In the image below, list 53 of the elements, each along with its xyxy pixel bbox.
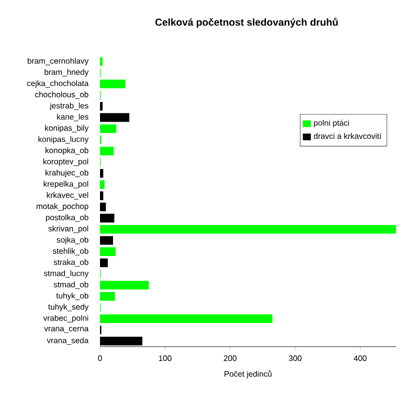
y-tick-label: jestrab_les [50, 102, 88, 110]
bar [100, 146, 114, 156]
bar [100, 57, 103, 66]
y-tick-label: krkavec_vel [46, 192, 88, 200]
y-tick-label: stehlik_ob [52, 248, 88, 256]
bar [100, 124, 116, 133]
y-tick-label: vrabec_polni [43, 314, 88, 322]
legend-label: dravci a krkavcovití [314, 132, 382, 139]
y-tick-label: motak_pochop [36, 203, 88, 211]
y-tick-label: cejka_chocholata [27, 80, 89, 88]
bar [100, 292, 115, 301]
bar [100, 247, 116, 256]
bar [100, 314, 272, 324]
y-tick-label: bram_cernohlavy [28, 58, 89, 66]
bar [100, 202, 106, 212]
y-tick-label: tuhyk_sedy [48, 304, 89, 312]
bar [100, 280, 149, 290]
chart-title: Celková početnost sledovaných druhů [155, 18, 338, 28]
y-tick-label: stmad_lucny [44, 270, 89, 278]
x-tick-label: 0 [98, 355, 102, 362]
y-tick-label: kane_les [57, 114, 88, 122]
x-tick-label: 300 [288, 355, 302, 362]
y-tick-label: straka_ob [54, 259, 88, 267]
x-axis-title: Počet jedinců [224, 370, 272, 378]
bar [100, 191, 104, 200]
bar [100, 224, 396, 234]
y-tick-label: sojka_ob [56, 236, 88, 244]
bar [100, 102, 103, 111]
legend-label: polni ptáci [314, 120, 349, 128]
y-tick-label: bram_hnedy [44, 69, 89, 76]
bar [100, 80, 126, 88]
y-tick-label: skrivan_pol [48, 226, 88, 234]
y-tick-label: chocholous_ob [35, 91, 88, 99]
bar [100, 258, 108, 268]
bar [100, 236, 114, 245]
y-tick-label: koroptev_pol [43, 158, 88, 166]
x-tick-label: 100 [158, 355, 172, 362]
y-tick-label: vrana_cerna [44, 326, 89, 333]
bar [100, 180, 105, 189]
x-tick-label: 400 [354, 355, 367, 362]
y-tick-label: krahujec_ob [46, 170, 88, 178]
y-tick-label: tuhyk_ob [56, 292, 88, 300]
bar [100, 113, 130, 122]
x-tick-label: 200 [224, 355, 236, 362]
bar [100, 169, 104, 178]
y-tick-label: vrana_seda [46, 337, 89, 345]
y-tick-label: konipas_lucny [38, 136, 89, 144]
y-tick-label: postolka_ob [46, 214, 88, 222]
y-tick-label: konipas_bily [45, 124, 89, 132]
y-tick-label: konopka_ob [46, 147, 88, 155]
bar [100, 214, 114, 222]
y-tick-label: stmad_ob [54, 281, 88, 289]
y-tick-label: krepelka_pol [44, 180, 88, 188]
